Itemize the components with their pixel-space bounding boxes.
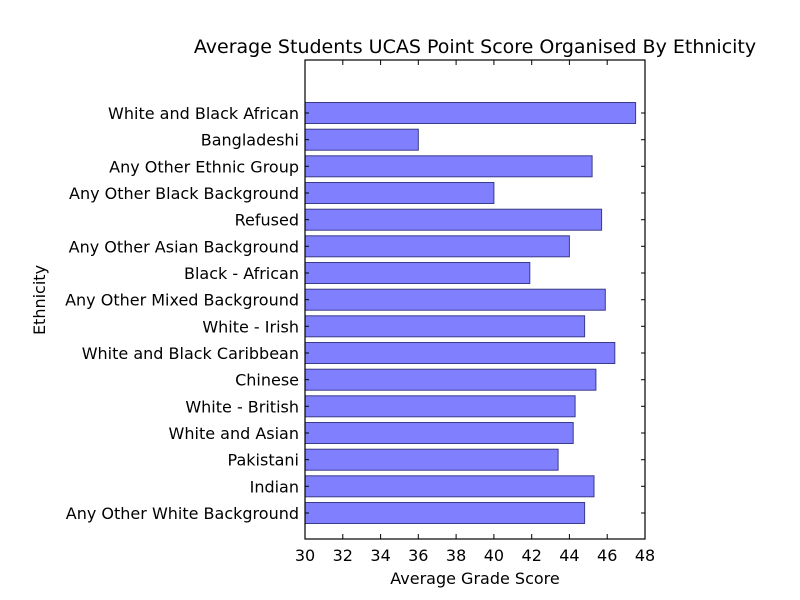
- y-tick-label: White and Black African: [108, 104, 299, 123]
- bar: [304, 182, 495, 204]
- x-tick-label: 34: [370, 546, 390, 565]
- x-tick-labels: 30 32 34 36 38 40 42 44 46 48: [295, 546, 655, 565]
- y-tick-label: White and Black Caribbean: [82, 344, 299, 363]
- y-tick-label: Refused: [235, 211, 299, 230]
- bars-group: [304, 102, 637, 524]
- y-axis-title: Ethnicity: [30, 265, 49, 335]
- bar: [304, 102, 637, 124]
- y-tick-label: Black - African: [184, 264, 299, 283]
- x-tick-label: 46: [597, 546, 617, 565]
- x-tick-label: 48: [635, 546, 655, 565]
- y-tick-label: Indian: [250, 477, 299, 496]
- bar: [304, 475, 595, 498]
- x-tick-label: 32: [333, 546, 353, 565]
- y-tick-label: Pakistani: [228, 451, 299, 470]
- chart-title: Average Students UCAS Point Score Organi…: [194, 36, 756, 58]
- bar: [304, 128, 419, 151]
- bar: [304, 448, 559, 471]
- y-tick-label: Any Other Mixed Background: [65, 291, 299, 310]
- y-tick-label: White and Asian: [169, 424, 299, 443]
- y-tick-labels: White and Black African Bangladeshi Any Ot…: [65, 104, 299, 523]
- y-tick-label: Any Other Black Background: [69, 184, 299, 203]
- x-tick-label: 36: [408, 546, 428, 565]
- bar: [304, 342, 616, 364]
- x-tick-label: 40: [484, 546, 504, 565]
- bar: [304, 288, 606, 311]
- y-tick-label: Any Other Ethnic Group: [109, 157, 299, 176]
- bar: [304, 155, 593, 178]
- x-axis-title: Average Grade Score: [390, 569, 559, 588]
- x-tick-label: 30: [295, 546, 315, 565]
- bar: [304, 315, 586, 338]
- x-tick-label: 44: [559, 546, 579, 565]
- bar: [304, 262, 531, 284]
- bar: [304, 502, 586, 524]
- y-tick-label: Bangladeshi: [201, 131, 299, 150]
- y-tick-label: Any Other Asian Background: [69, 237, 299, 256]
- ticks-group: [304, 60, 646, 539]
- x-tick-label: 38: [446, 546, 466, 565]
- y-tick-label: Chinese: [235, 371, 299, 390]
- y-tick-label: White - British: [185, 397, 299, 416]
- y-tick-label: White - Irish: [202, 317, 299, 336]
- bar: [304, 235, 570, 258]
- bar: [304, 422, 574, 444]
- x-tick-label: 42: [522, 546, 542, 565]
- bar: [304, 368, 597, 391]
- y-tick-label: Any Other White Background: [66, 504, 299, 523]
- bar: [304, 208, 603, 231]
- bar: [304, 395, 576, 418]
